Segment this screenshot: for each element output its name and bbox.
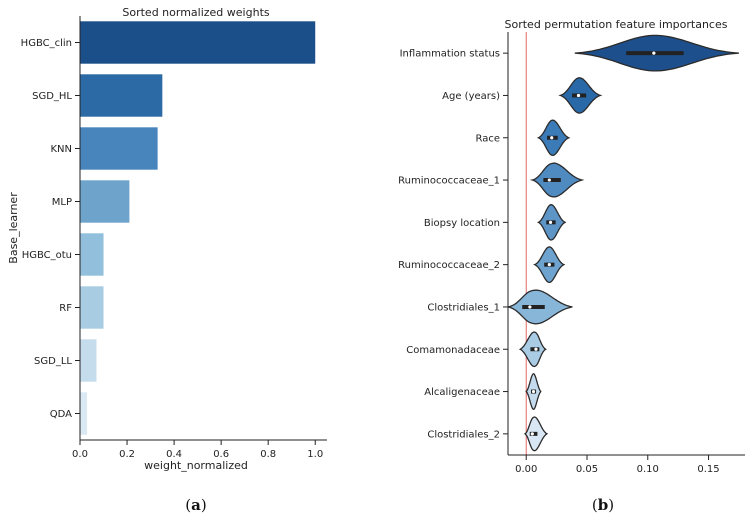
x-tick-label: 0.10 xyxy=(637,464,659,475)
y-tick-label-ruminococcaceae-1: Ruminococcaceae_1 xyxy=(398,176,500,187)
violin-median-ruminococcaceae-2 xyxy=(547,263,551,267)
y-tick-label-hgbc-clin: HGBC_clin xyxy=(21,38,72,49)
bar-rf xyxy=(80,286,104,329)
panel-b-caption: (b) xyxy=(592,496,614,514)
violin-median-comamonadaceae xyxy=(534,347,538,351)
panel-a-title: Sorted normalized weights xyxy=(122,6,270,19)
violin-median-age-years xyxy=(576,93,581,98)
y-tick-label-comamonadaceae: Comamonadaceae xyxy=(406,345,500,356)
x-tick-label: 0.0 xyxy=(72,449,88,460)
violin-median-clostridiales-2 xyxy=(530,432,534,436)
bar-knn xyxy=(80,127,158,170)
y-tick-label-sgd-hl: SGD_HL xyxy=(32,91,72,102)
bar-hgbc-clin xyxy=(80,21,316,64)
x-tick-label: 0.2 xyxy=(119,449,135,460)
y-tick-label-knn: KNN xyxy=(50,144,72,155)
panel-a-bar-chart: Sorted normalized weights HGBC_clin SGD_H… xyxy=(7,6,327,514)
x-tick-label: 0.05 xyxy=(576,464,598,475)
x-tick-label: 0.6 xyxy=(213,449,229,460)
y-tick-label-ruminococcaceae-2: Ruminococcaceae_2 xyxy=(398,260,500,271)
y-tick-label-hgbc-otu: HGBC_otu xyxy=(22,250,72,261)
y-tick-label-inflammation-status: Inflammation status xyxy=(400,49,500,60)
y-tick-label-alcaligenaceae: Alcaligenaceae xyxy=(424,387,500,398)
bar-hgbc-otu xyxy=(80,233,104,276)
violin-median-inflammation-status xyxy=(652,51,656,55)
panel-b-caption-letter: b xyxy=(598,496,609,514)
violin-median-biopsy-location xyxy=(548,220,553,224)
panel-a-caption: (a) xyxy=(185,496,206,514)
violin-median-ruminococcaceae-1 xyxy=(547,178,551,182)
bar-qda xyxy=(80,392,88,435)
violin-median-clostridiales-1 xyxy=(528,305,532,309)
x-tick-label: 1.0 xyxy=(307,449,323,460)
violin-median-alcaligenaceae xyxy=(531,389,536,394)
y-tick-label-mlp: MLP xyxy=(52,197,72,208)
bar-sgd-hl xyxy=(80,74,163,117)
y-tick-label-biopsy-location: Biopsy location xyxy=(424,218,500,229)
panel-b-violin-chart: Sorted permutation feature importances I… xyxy=(398,18,745,514)
y-tick-label-race: Race xyxy=(475,133,500,144)
y-tick-label-sgd-ll: SGD_LL xyxy=(34,356,72,367)
panel-a-x-label: weight_normalized xyxy=(144,459,248,472)
panel-b-title: Sorted permutation feature importances xyxy=(505,18,728,31)
y-tick-label-clostridiales-2: Clostridiales_2 xyxy=(427,429,500,440)
violin-median-race xyxy=(550,136,554,140)
bar-mlp xyxy=(80,180,130,223)
x-tick-label: 0.00 xyxy=(515,464,537,475)
x-tick-label: 0.15 xyxy=(697,464,719,475)
y-tick-label-clostridiales-1: Clostridiales_1 xyxy=(427,302,500,313)
x-tick-label: 0.8 xyxy=(260,449,276,460)
panel-a-y-label: Base_learner xyxy=(7,192,20,264)
y-tick-label-qda: QDA xyxy=(50,409,72,420)
panel-a-caption-letter: a xyxy=(191,496,201,514)
y-tick-label-age-years: Age (years) xyxy=(442,91,500,102)
x-tick-label: 0.4 xyxy=(166,449,182,460)
bar-sgd-ll xyxy=(80,339,97,382)
y-tick-label-rf: RF xyxy=(59,303,72,314)
